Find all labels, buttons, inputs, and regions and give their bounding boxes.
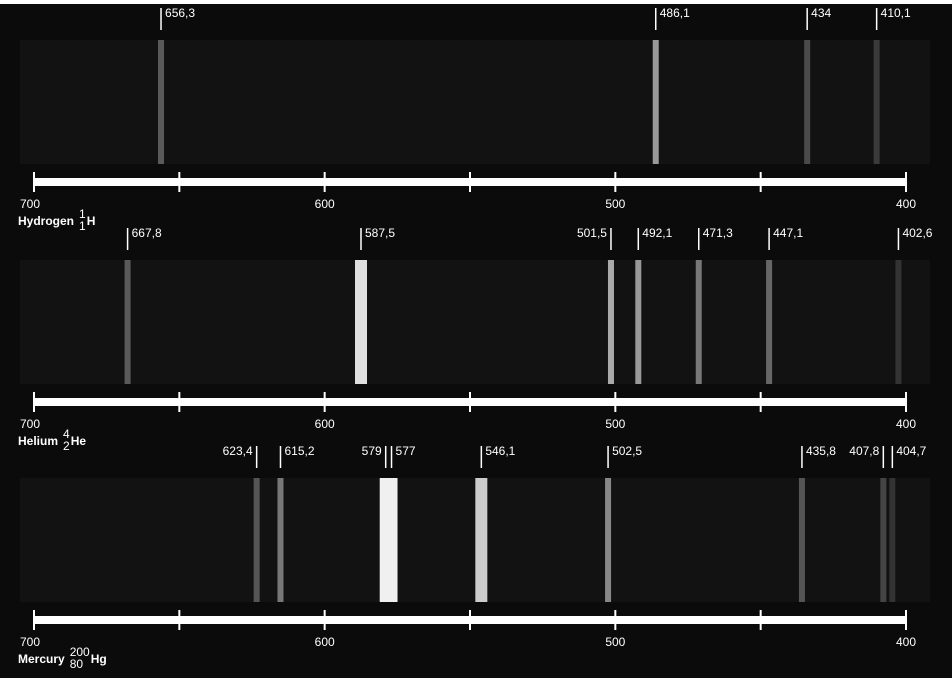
line-label: 410,1	[881, 6, 911, 20]
x-tick-label: 500	[605, 197, 625, 211]
line-label: 667,8	[132, 226, 162, 240]
emission-line	[355, 260, 367, 384]
element-name: Hydrogen	[18, 214, 74, 228]
x-tick-label: 600	[315, 635, 335, 649]
x-tick-label: 600	[315, 417, 335, 431]
line-label: 447,1	[773, 226, 803, 240]
emission-line	[895, 260, 901, 384]
emission-line	[475, 478, 487, 602]
emission-line	[158, 40, 164, 164]
atomic-number: 1	[79, 219, 86, 233]
atomic-number: 80	[70, 657, 84, 671]
spectrum-band	[20, 260, 930, 384]
emission-line	[386, 478, 398, 602]
x-tick-label: 700	[20, 635, 40, 649]
x-tick-label: 400	[896, 417, 916, 431]
spectrum-band	[20, 40, 930, 164]
line-label: 471,3	[703, 226, 733, 240]
element-name: Mercury	[18, 652, 65, 666]
emission-line	[653, 40, 659, 164]
emission-line	[889, 478, 895, 602]
line-label: 579	[362, 444, 382, 458]
element-symbol: He	[71, 434, 87, 448]
line-label: 492,1	[642, 226, 672, 240]
emission-line	[874, 40, 880, 164]
emission-line	[766, 260, 772, 384]
emission-line	[277, 478, 283, 602]
emission-line	[608, 260, 614, 384]
emission-line	[799, 478, 805, 602]
emission-line	[125, 260, 131, 384]
line-label: 407,8	[849, 444, 879, 458]
emission-line	[696, 260, 702, 384]
line-label: 546,1	[485, 444, 515, 458]
line-label: 434	[811, 6, 831, 20]
line-label: 623,4	[223, 444, 253, 458]
emission-line	[254, 478, 260, 602]
emission-line	[804, 40, 810, 164]
x-tick-label: 600	[315, 197, 335, 211]
line-label: 615,2	[284, 444, 314, 458]
line-label: 656,3	[165, 6, 195, 20]
emission-line	[635, 260, 641, 384]
line-label: 577	[396, 444, 416, 458]
x-tick-label: 400	[896, 635, 916, 649]
x-tick-label: 400	[896, 197, 916, 211]
x-tick-label: 700	[20, 417, 40, 431]
line-label: 501,5	[577, 226, 607, 240]
line-label: 587,5	[365, 226, 395, 240]
line-label: 435,8	[806, 444, 836, 458]
spectrum-band	[20, 478, 930, 602]
emission-line	[605, 478, 611, 602]
line-label: 404,7	[896, 444, 926, 458]
atomic-number: 2	[63, 439, 70, 453]
spectra-figure: 656,3486,1434410,1700600500400Hydrogen11…	[0, 0, 952, 678]
line-label: 402,6	[902, 226, 932, 240]
emission-line	[880, 478, 886, 602]
x-tick-label: 700	[20, 197, 40, 211]
element-name: Helium	[18, 434, 58, 448]
element-symbol: H	[87, 214, 96, 228]
line-label: 502,5	[612, 444, 642, 458]
x-tick-label: 500	[605, 417, 625, 431]
line-label: 486,1	[660, 6, 690, 20]
element-symbol: Hg	[91, 652, 107, 666]
x-tick-label: 500	[605, 635, 625, 649]
